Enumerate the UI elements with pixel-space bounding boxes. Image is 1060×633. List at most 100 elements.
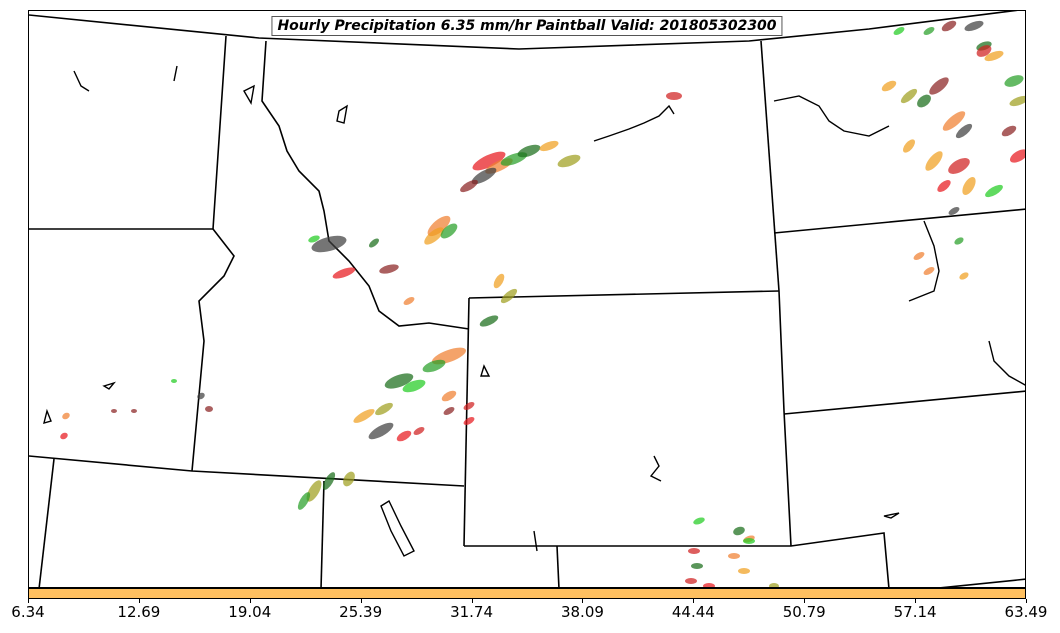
river-line [593,104,675,142]
precip-blob [402,379,426,393]
lake-outline [533,530,538,552]
precip-blob [463,402,475,410]
precip-blob [925,151,943,171]
precip-blob [985,184,1003,198]
colorbar-tick-mark [471,599,473,603]
precip-blob [297,492,311,510]
precip-blob [500,288,518,304]
precip-blob [893,27,905,35]
precip-blob [440,223,458,239]
border-line [940,578,1025,587]
precip-blob [62,412,70,420]
precip-blob [923,267,935,275]
precip-blob [923,27,935,35]
precip-blob [691,563,703,569]
precip-blob [881,80,897,92]
colorbar-tick-label: 25.39 [339,603,383,621]
border-line [773,208,1025,234]
colorbar-tick-mark [582,599,584,603]
precip-blob [493,273,505,289]
border-line [778,290,792,547]
colorbar-tick-label: 44.44 [671,603,715,621]
colorbar-tick-label: 6.34 [11,603,45,621]
precip-blob [479,315,499,327]
precip-blob [60,432,68,440]
precip-blob [900,88,918,104]
precip-blob [197,392,205,400]
precip-blob [471,167,497,185]
lake-outline [336,104,348,124]
precip-blob [954,237,964,245]
river-line [988,340,1025,386]
precip-blob [472,151,506,171]
precip-blob [913,252,925,260]
precip-blob [353,409,375,423]
precip-blob [205,406,213,412]
colorbar-ticks: 6.34 12.69 19.04 25.39 31.74 38.09 44.44 50.79 5… [0,599,1060,629]
precip-blob [948,158,970,174]
precip-blob [403,297,415,305]
precip-blob [322,472,336,490]
precip-blob [733,526,745,536]
precip-blob [937,180,951,192]
colorbar-tick-mark [249,599,251,603]
colorbar-tick-label: 31.74 [450,603,494,621]
precip-blob [769,583,779,587]
colorbar-tick-label: 50.79 [782,603,826,621]
border-line [38,458,55,587]
river-line [908,220,940,302]
precip-blob [1009,149,1025,163]
precip-blob [743,538,755,544]
precip-blob [443,407,455,415]
precip-blob [308,235,320,243]
colorbar [28,588,1026,599]
lake-outline [173,65,178,82]
precip-blob [332,267,356,279]
border-line [191,228,235,472]
precip-blob [685,578,697,584]
precip-blob [111,409,117,413]
precip-blob [306,480,322,502]
precip-blob [941,20,957,32]
colorbar-tick-label: 38.09 [560,603,604,621]
precip-blob [929,77,949,95]
precip-blob [1001,125,1017,137]
precip-blob [917,94,931,108]
precip-blob [962,176,976,196]
lake-outline [883,512,900,519]
river-line [773,95,890,137]
precip-blob [984,50,1004,62]
map-panel: Hourly Precipitation 6.35 mm/hr Paintbal… [28,10,1026,588]
precip-blob [738,568,750,574]
map-canvas [29,11,1025,587]
precip-blob [948,207,960,215]
colorbar-tick-mark [138,599,140,603]
precip-blob [368,422,394,440]
map-title: Hourly Precipitation 6.35 mm/hr Paintbal… [271,16,783,36]
precip-blob [703,583,715,587]
colorbar-tick-mark [360,599,362,603]
colorbar-tick-label: 12.69 [117,603,161,621]
colorbar-tick-mark [1026,599,1027,603]
precip-blob [311,235,347,253]
border-line [783,390,1025,415]
precip-blob [422,359,446,373]
precip-blob [959,272,969,280]
colorbar-tick-mark [915,599,917,603]
precip-blob [441,390,457,402]
precip-blob [131,409,137,413]
precip-blob [976,45,992,57]
precip-blob [460,179,478,193]
lake-outline [73,70,90,92]
border-line [320,480,325,587]
precip-blob [942,111,966,131]
precip-blob [463,417,475,425]
colorbar-tick-mark [693,599,695,603]
precip-blob [517,144,541,158]
lake-outline [649,455,662,482]
state-boundaries [29,11,1025,587]
colorbar-tick-mark [804,599,806,603]
precip-blob [343,471,355,487]
colorbar-tick-label: 63.49 [1004,603,1048,621]
precip-blob [666,92,682,100]
